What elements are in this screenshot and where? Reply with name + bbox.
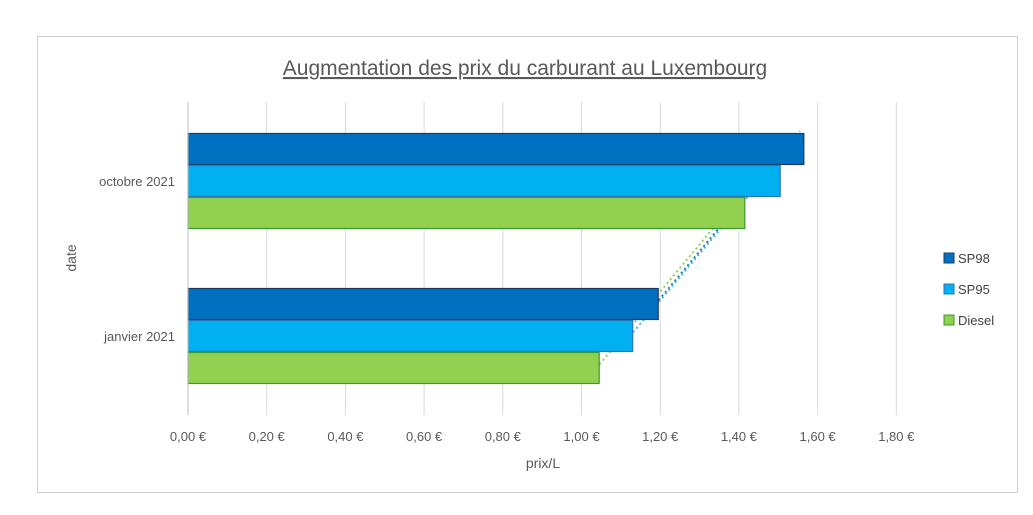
x-tick-label: 1,80 €: [878, 429, 915, 444]
x-axis-label: prix/L: [526, 455, 560, 471]
y-category-labels: janvier 2021 octobre 2021: [99, 174, 175, 344]
x-tick-label: 1,00 €: [563, 429, 600, 444]
x-tick-label: 0,60 €: [406, 429, 443, 444]
bar-sp98: [187, 287, 659, 321]
y-category-label: octobre 2021: [99, 174, 175, 189]
bar-diesel: [187, 196, 746, 230]
bar-sp95: [187, 164, 781, 198]
legend-swatch-sp98: [943, 252, 955, 264]
legend: SP98 SP95 Diesel: [943, 251, 994, 328]
trendline-diesel: [592, 194, 742, 373]
x-tick-label: 1,40 €: [721, 429, 758, 444]
x-tick-label: 0,80 €: [485, 429, 522, 444]
chart-title: Augmentation des prix du carburant au Lu…: [283, 57, 767, 80]
x-tick-labels: 0,00 € 0,20 € 0,40 € 0,60 € 0,80 € 1,00 € 1,20…: [170, 429, 915, 444]
chart-frame: [37, 36, 1018, 493]
x-tick-label: 0,00 €: [170, 429, 207, 444]
bar-sp95: [187, 319, 634, 353]
bars: [187, 132, 805, 385]
y-axis-label: date: [63, 244, 79, 271]
x-tick-label: 1,60 €: [800, 429, 837, 444]
legend-label-diesel: Diesel: [958, 313, 994, 328]
x-tick-label: 1,20 €: [642, 429, 679, 444]
legend-swatch-diesel: [943, 314, 955, 326]
trendline-sp95: [625, 162, 777, 341]
legend-label-sp98: SP98: [958, 251, 990, 266]
bar-sp98: [187, 132, 805, 166]
legend-swatch-sp95: [943, 283, 955, 295]
y-category-label: janvier 2021: [103, 329, 175, 344]
x-tick-label: 0,20 €: [249, 429, 286, 444]
legend-label-sp95: SP95: [958, 282, 990, 297]
x-tick-label: 0,40 €: [327, 429, 364, 444]
bar-diesel: [187, 351, 600, 385]
